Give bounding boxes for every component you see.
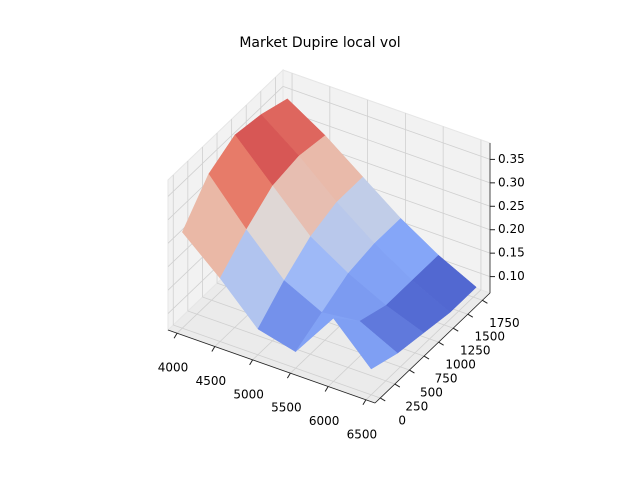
y-tick-label: 1500 <box>475 330 506 344</box>
y-tick <box>482 299 488 304</box>
z-tick-label: 0.10 <box>498 269 525 283</box>
x-tick-label: 6500 <box>347 427 378 441</box>
chart-title: Market Dupire local vol <box>239 35 400 51</box>
x-tick-label: 5000 <box>233 387 264 401</box>
y-tick <box>452 327 459 332</box>
y-tick-label: 1000 <box>445 358 476 372</box>
x-tick <box>249 359 254 366</box>
x-tick-label: 4500 <box>196 374 227 388</box>
grid-line <box>173 324 381 399</box>
z-tick-label: 0.25 <box>498 199 525 213</box>
surface-cell <box>332 317 398 370</box>
y-tick-label: 1250 <box>460 344 491 358</box>
y-tick-label: 250 <box>405 400 428 414</box>
z-tick-label: 0.15 <box>498 246 525 260</box>
grid-line <box>282 109 491 184</box>
axis-line <box>167 329 376 404</box>
axis-line <box>374 292 491 404</box>
x-tick <box>173 332 178 339</box>
grid-line <box>282 86 491 160</box>
y-tick-label: 1750 <box>489 316 520 330</box>
y-tick <box>467 313 474 318</box>
z-tick-label: 0.35 <box>498 152 525 166</box>
x-tick <box>286 372 291 379</box>
y-tick-label: 0 <box>398 413 406 427</box>
z-tick-label: 0.30 <box>498 175 525 189</box>
y-tick <box>379 397 386 402</box>
x-tick-label: 6000 <box>309 414 340 428</box>
z-tick-label: 0.20 <box>498 222 525 236</box>
grid-line <box>365 289 482 401</box>
y-tick <box>438 341 444 346</box>
x-tick-label: 5500 <box>271 401 302 415</box>
x-tick <box>362 399 367 406</box>
y-tick <box>394 383 401 388</box>
x-tick <box>324 386 329 392</box>
y-tick-label: 750 <box>435 372 458 386</box>
y-tick <box>409 369 415 374</box>
y-tick <box>423 355 430 360</box>
y-tick-label: 500 <box>420 386 443 400</box>
grid-line <box>167 86 284 197</box>
x-tick <box>211 346 216 352</box>
x-tick-label: 4000 <box>158 361 189 375</box>
